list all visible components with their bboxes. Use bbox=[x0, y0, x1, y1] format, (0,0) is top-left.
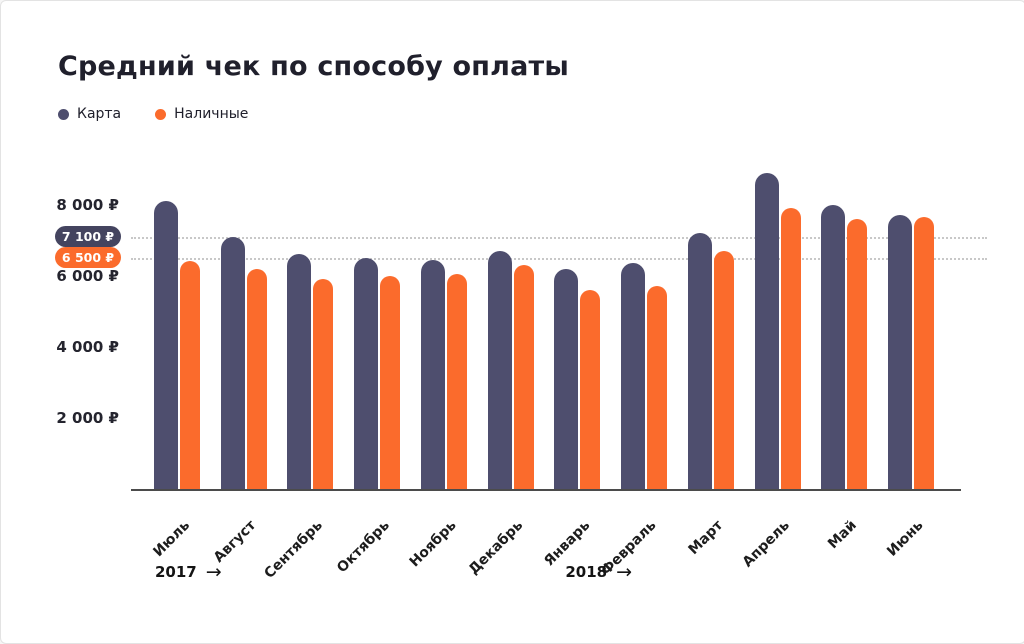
bar-card bbox=[220, 236, 245, 489]
year-label-2018: 2018 bbox=[565, 563, 608, 581]
legend-item-card: Карта bbox=[58, 106, 121, 122]
x-tick-label: Май bbox=[825, 517, 860, 553]
x-tick-label: Ноябрь bbox=[406, 517, 460, 571]
right-arrow-icon: → bbox=[616, 560, 633, 583]
x-tick-label: Январь bbox=[540, 517, 594, 570]
x-tick-label: Август bbox=[210, 517, 260, 566]
y-tick-label: 8 000 ₽ bbox=[56, 195, 119, 214]
bar-cash bbox=[914, 217, 934, 489]
bar-cash bbox=[647, 286, 668, 489]
x-axis: Июль Август Сентябрь Октябрь Ноябрь Декабрь Ян… bbox=[131, 499, 961, 582]
bar-card bbox=[420, 259, 445, 489]
year-label-2017: 2017 bbox=[155, 563, 197, 581]
legend-item-cash: Наличные bbox=[155, 106, 248, 122]
bar-card bbox=[821, 204, 846, 489]
y-tick-label: 6 000 ₽ bbox=[56, 266, 119, 285]
plot-area: 7 100 ₽6 500 ₽ bbox=[55, 169, 987, 491]
bar-card bbox=[287, 254, 312, 489]
bar-cash bbox=[313, 279, 334, 489]
bar-cash bbox=[446, 273, 467, 489]
reference-line bbox=[131, 257, 987, 260]
reference-line bbox=[131, 236, 987, 239]
bar-card bbox=[621, 263, 646, 489]
bar-cash bbox=[180, 261, 200, 489]
bar-card bbox=[687, 233, 712, 489]
bar-cash bbox=[780, 208, 801, 489]
bar-card bbox=[154, 201, 178, 489]
chart-area: 8 000 ₽ 6 000 ₽ 4 000 ₽ 2 000 ₽ 7 100 ₽6 50… bbox=[1, 169, 1024, 609]
legend: Карта Наличные bbox=[58, 106, 248, 122]
chart-title: Средний чек по способу оплаты bbox=[58, 51, 570, 82]
right-arrow-icon: → bbox=[205, 560, 222, 583]
legend-label-cash: Наличные bbox=[174, 106, 249, 122]
reference-badge: 7 100 ₽ bbox=[55, 225, 121, 247]
legend-dot bbox=[58, 108, 69, 120]
year-marker: 2018 → bbox=[565, 560, 633, 583]
y-tick-label: 2 000 ₽ bbox=[56, 408, 119, 427]
x-tick-label: Июль bbox=[149, 517, 193, 561]
bar-card bbox=[754, 172, 779, 489]
x-tick-label: Сентябрь bbox=[261, 517, 327, 582]
bar-cash bbox=[713, 250, 734, 489]
y-tick-label: 4 000 ₽ bbox=[56, 337, 119, 356]
bar-card bbox=[554, 268, 579, 489]
reference-badge: 6 500 ₽ bbox=[55, 246, 121, 268]
bar-cash bbox=[513, 265, 534, 489]
legend-dot bbox=[155, 108, 167, 120]
bar-card bbox=[354, 257, 379, 489]
legend-label-card: Карта bbox=[77, 106, 122, 122]
year-marker: 2017 → bbox=[155, 560, 222, 583]
x-tick-label: Октябрь bbox=[334, 517, 393, 577]
y-axis: 8 000 ₽ 6 000 ₽ 4 000 ₽ 2 000 ₽ bbox=[1, 169, 119, 489]
bar-cash bbox=[847, 218, 868, 489]
bar-cash bbox=[380, 275, 401, 489]
bar-cash bbox=[246, 268, 267, 489]
x-tick-label: Декабрь bbox=[465, 517, 527, 578]
bar-card bbox=[487, 250, 512, 489]
x-tick-label: Июнь bbox=[884, 517, 927, 560]
x-tick-label: Апрель bbox=[740, 517, 794, 571]
bar-cash bbox=[580, 289, 601, 489]
x-tick-label: Март bbox=[685, 517, 727, 559]
bar-card bbox=[888, 215, 912, 489]
